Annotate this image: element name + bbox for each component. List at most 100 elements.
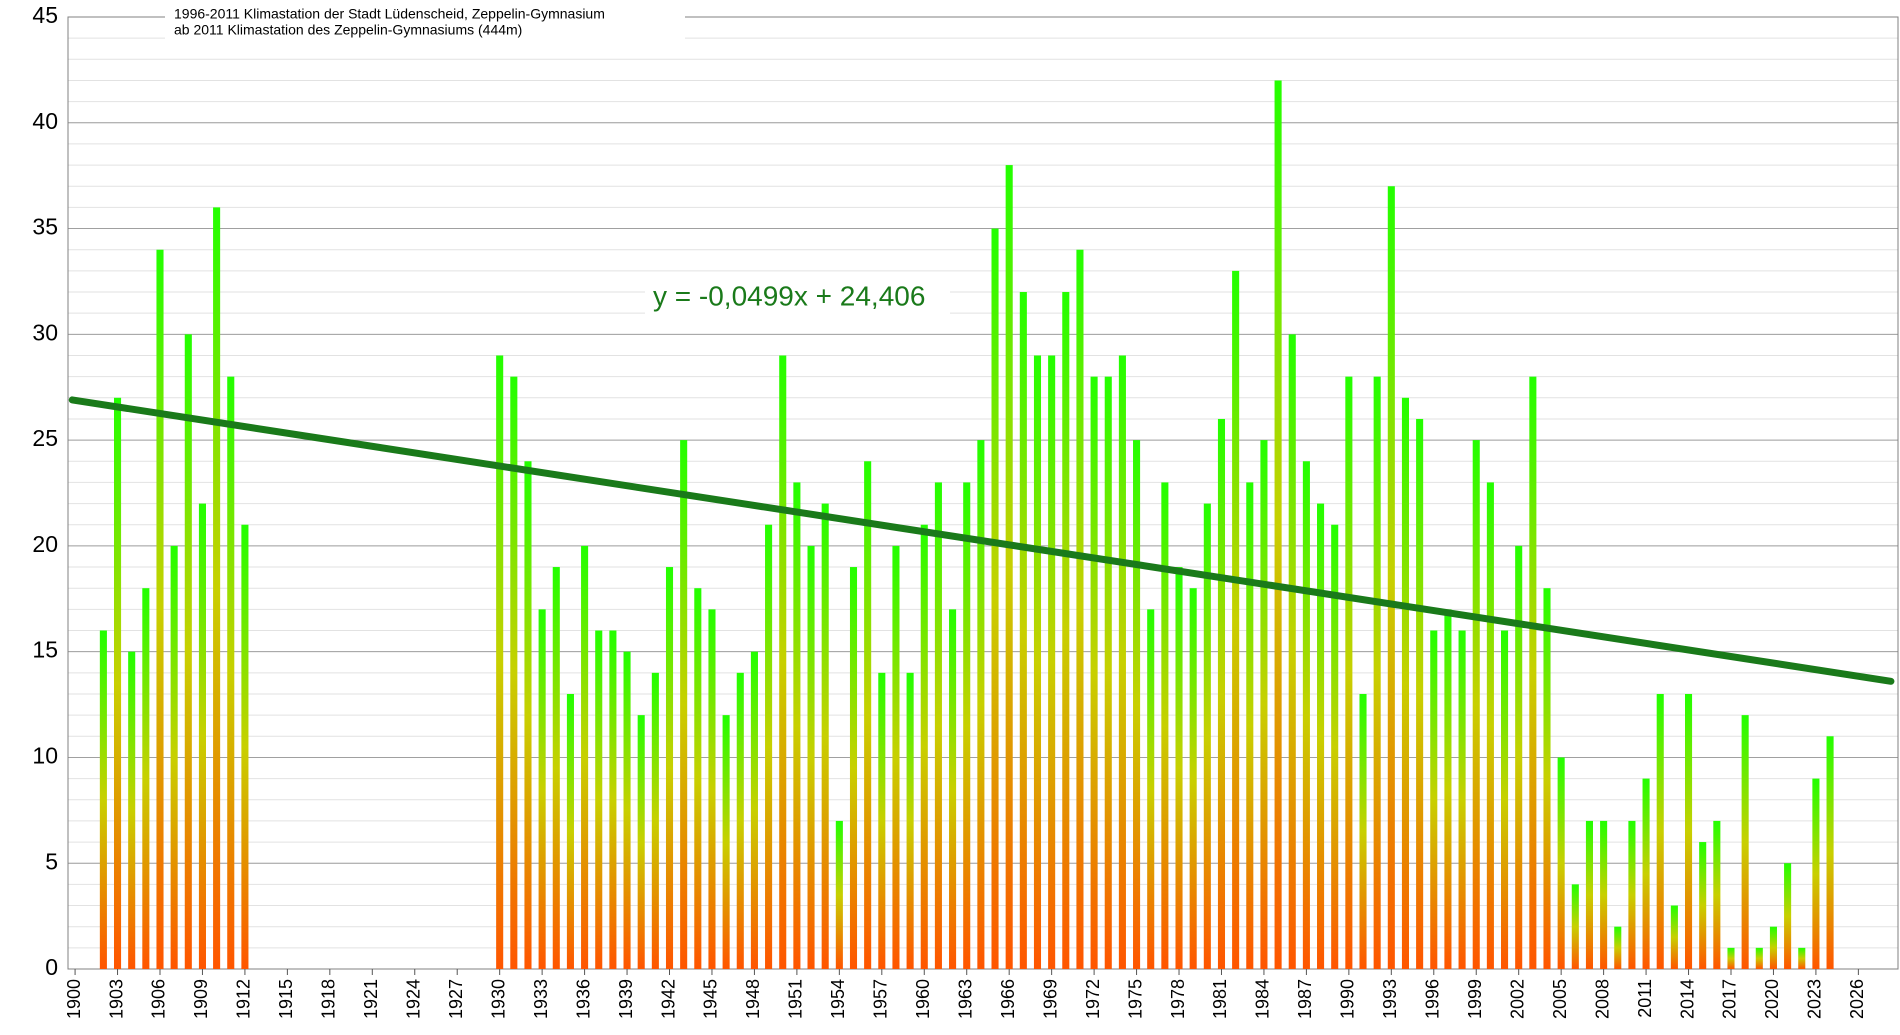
- x-tick-label: 1999: [1465, 979, 1485, 1019]
- trend-line: [68, 396, 1895, 685]
- bar: [1557, 757, 1565, 969]
- x-tick-label: 1921: [361, 979, 381, 1019]
- x-tick-label: 1987: [1295, 979, 1315, 1019]
- bar: [1670, 905, 1678, 969]
- bar: [1614, 926, 1622, 969]
- x-tick-label: 1984: [1253, 979, 1273, 1019]
- x-tick-label: 1948: [743, 979, 763, 1019]
- y-tick-label: 20: [32, 531, 58, 557]
- bar: [1118, 355, 1126, 969]
- bar: [1387, 186, 1395, 969]
- bar: [1288, 334, 1296, 969]
- x-tick-label: 2005: [1550, 979, 1570, 1019]
- bar: [651, 672, 659, 969]
- bar: [680, 440, 688, 970]
- bar: [793, 482, 801, 969]
- bar: [1076, 249, 1084, 969]
- x-tick-label: 1978: [1168, 979, 1188, 1019]
- bar: [694, 588, 702, 969]
- bar: [920, 524, 928, 969]
- bar: [1571, 884, 1579, 969]
- bar: [906, 672, 914, 969]
- bar: [128, 651, 136, 969]
- x-tick-label: 1939: [616, 979, 636, 1019]
- bar: [1104, 376, 1112, 970]
- x-tick-label: 1918: [319, 979, 339, 1019]
- y-tick-label: 25: [32, 425, 58, 451]
- bar: [1713, 820, 1721, 969]
- y-tick-label: 5: [45, 848, 58, 874]
- note: ab 2011 Klimastation des Zeppelin-Gymnas…: [174, 22, 522, 38]
- bar: [1274, 80, 1282, 969]
- bar: [1656, 693, 1664, 969]
- bar: [1147, 609, 1155, 969]
- bar: [1585, 820, 1593, 969]
- bar: [1175, 567, 1183, 969]
- bar: [934, 482, 942, 969]
- bar: [496, 355, 504, 969]
- x-tick-label: 1963: [955, 979, 975, 1019]
- bar: [708, 609, 716, 969]
- bar: [1189, 588, 1197, 969]
- x-tick-label: 1969: [1040, 979, 1060, 1019]
- bar: [1401, 397, 1410, 969]
- bar: [1798, 947, 1806, 969]
- bar: [1373, 376, 1381, 970]
- bar: [1416, 418, 1424, 969]
- bar: [1600, 820, 1608, 969]
- bar: [1033, 355, 1042, 969]
- bar: [1161, 482, 1169, 969]
- bar: [552, 567, 560, 969]
- bar: [1812, 778, 1820, 969]
- bar: [1203, 503, 1211, 969]
- bar: [1345, 376, 1353, 970]
- bar: [213, 207, 221, 969]
- bar: [722, 715, 730, 969]
- bar: [665, 567, 674, 969]
- bar: [1359, 693, 1367, 969]
- bar: [849, 567, 858, 969]
- bar: [566, 693, 574, 969]
- bar: [524, 461, 532, 969]
- note: 1996-2011 Klimastation der Stadt Lüdensc…: [174, 6, 605, 22]
- x-tick-label: 2008: [1592, 979, 1612, 1019]
- bar: [637, 715, 645, 969]
- bar: [1741, 715, 1749, 969]
- bar: [1642, 778, 1650, 969]
- x-tick-label: 1915: [276, 979, 296, 1019]
- bar: [821, 503, 829, 969]
- bar: [1062, 292, 1070, 969]
- bar: [99, 630, 107, 969]
- bar: [835, 820, 843, 969]
- bar: [227, 376, 235, 970]
- bar: [1317, 503, 1325, 969]
- x-tick-label: 1993: [1380, 979, 1400, 1019]
- x-tick-label: 2026: [1847, 979, 1867, 1019]
- bar: [1543, 588, 1551, 969]
- bar: [1727, 947, 1735, 969]
- bar: [1684, 693, 1693, 969]
- y-tick-label: 0: [45, 954, 58, 980]
- bar: [1444, 609, 1452, 969]
- bar: [1628, 820, 1636, 969]
- bar: [595, 630, 603, 969]
- bar: [1515, 545, 1523, 969]
- bar: [779, 355, 787, 969]
- bar: [1260, 440, 1268, 970]
- x-tick-label: 1996: [1423, 979, 1443, 1019]
- bar: [1529, 376, 1537, 970]
- y-tick-label: 30: [32, 319, 58, 345]
- bar: [1784, 863, 1792, 969]
- x-tick-label: 2011: [1635, 979, 1655, 1018]
- y-tick-label: 35: [32, 214, 58, 240]
- bar: [1472, 440, 1480, 970]
- x-tick-label: 1900: [64, 979, 84, 1019]
- bar: [609, 630, 617, 969]
- bar: [241, 524, 249, 969]
- bar: [1246, 482, 1254, 969]
- bar: [1699, 842, 1707, 969]
- bar: [736, 672, 744, 969]
- bar: [1826, 736, 1834, 969]
- x-tick-label: 2023: [1805, 979, 1825, 1019]
